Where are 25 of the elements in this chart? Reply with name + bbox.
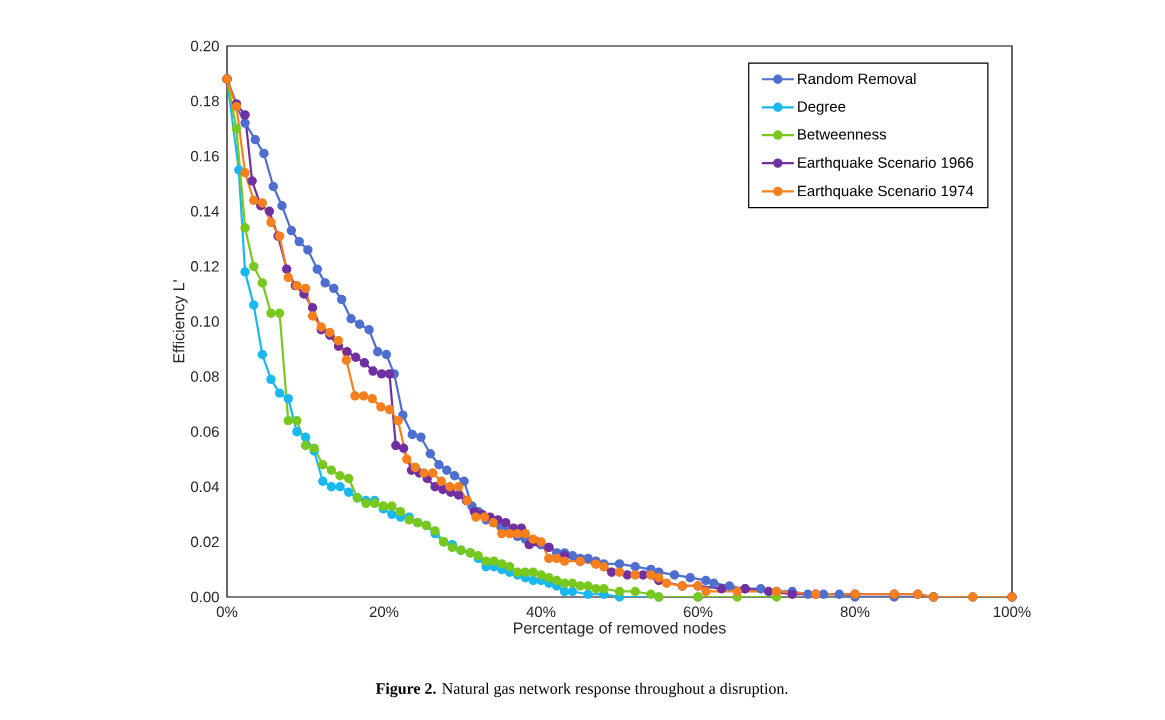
x-tick-label: 20% (369, 606, 399, 618)
legend-label: Betweenness (798, 129, 887, 140)
y-tick-label: 0.12 (190, 261, 219, 272)
x-tick-label: 0% (216, 606, 238, 618)
legend-label: Degree (798, 101, 846, 115)
x-tick-label: 80% (840, 606, 870, 618)
y-tick-label: 0.08 (190, 371, 219, 382)
x-tick-label: 40% (526, 606, 556, 618)
y-tick-label: 0.04 (190, 481, 220, 493)
y-tick-label: 0.20 (190, 40, 219, 52)
x-tick-label: 60% (683, 606, 713, 618)
x-tick-label: 100% (994, 606, 1031, 618)
y-axis-title: Efficiency L' (172, 280, 188, 363)
y-tick-label: 0.18 (190, 95, 219, 107)
y-tick-label: 0.16 (190, 150, 219, 162)
text: Figure 2. Natural gas network response throughout a disruption. (375, 682, 788, 698)
legend-label: Earthquake Scenario 1966 (798, 156, 974, 171)
legend-label: Earthquake Scenario 1974 (798, 185, 974, 200)
legend-label: Random Removal (798, 73, 916, 85)
y-tick-label: 0.14 (190, 205, 220, 217)
y-tick-label: 0.02 (190, 536, 219, 548)
y-tick-label: 0.06 (190, 426, 219, 437)
y-tick-label: 0.10 (190, 316, 219, 327)
x-axis-title: Percentage of removed nodes (514, 621, 726, 637)
y-tick-label: 0.00 (190, 591, 219, 603)
